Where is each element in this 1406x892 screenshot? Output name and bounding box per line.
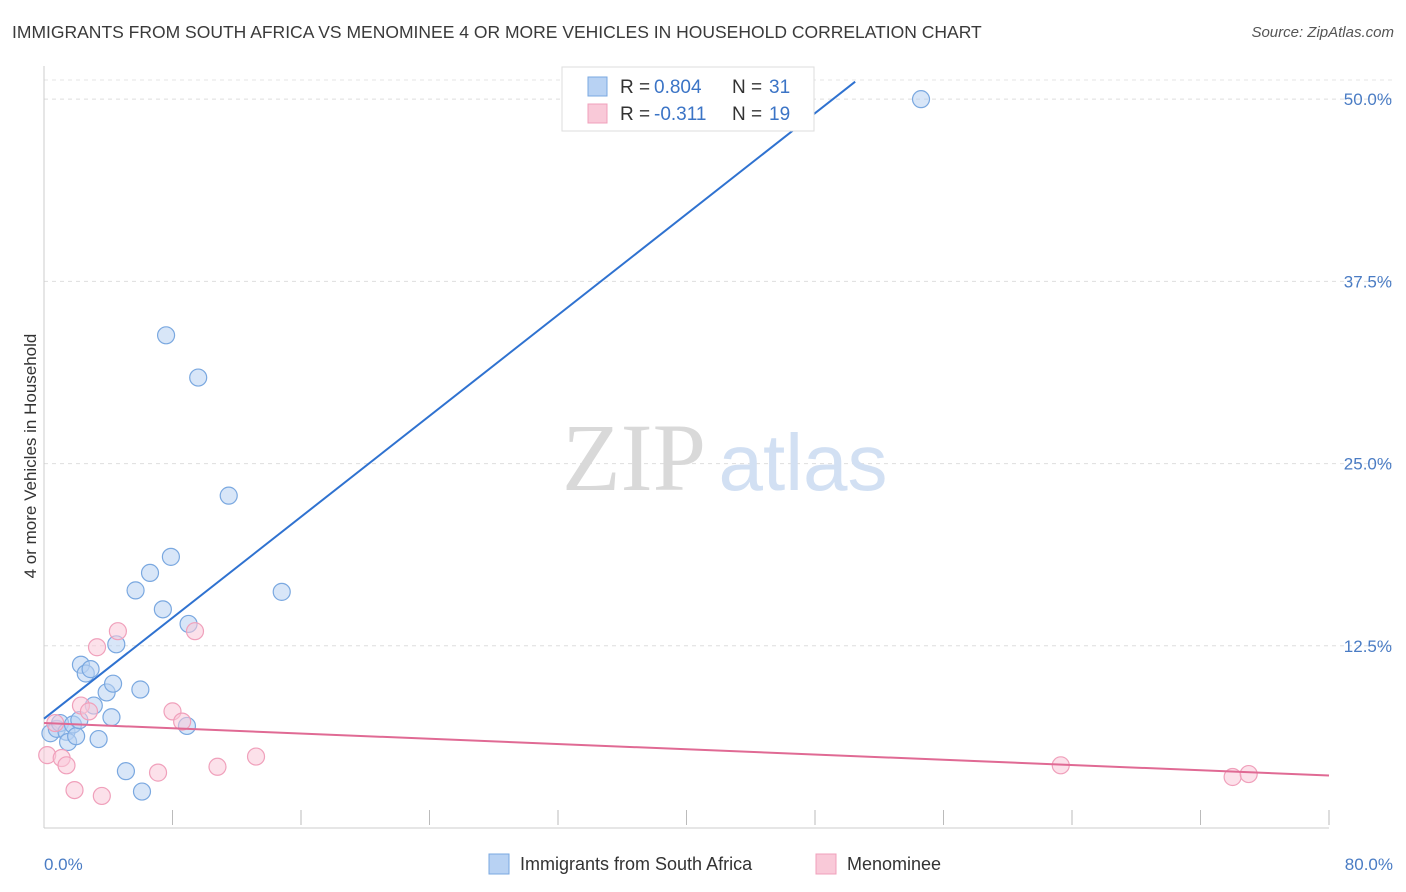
legend-n-value-2: 19 (769, 104, 790, 125)
legend-swatch-menominee (587, 103, 608, 124)
point-series0-21 (140, 563, 160, 583)
series-legend: Immigrants from South Africa Menominee (488, 853, 941, 875)
watermark-atlas: atlas (719, 418, 888, 507)
point-series0-15 (103, 674, 123, 693)
point-series1-15 (246, 747, 266, 766)
legend-swatch-south-africa (587, 76, 608, 97)
y-tick-label-0: 12.5% (1344, 637, 1392, 656)
point-series0-18 (126, 581, 145, 600)
y-tick-label-2: 37.5% (1344, 272, 1392, 291)
axes (43, 66, 1330, 829)
series-legend-swatch-menominee (815, 853, 837, 875)
point-series1-3 (57, 756, 76, 775)
correlation-legend: R = 0.804 N = 31 R = -0.311 N = 19 (561, 66, 815, 132)
point-series1-13 (185, 622, 205, 641)
point-series0-14 (102, 708, 121, 727)
source-attribution: Source: ZipAtlas.com (1251, 24, 1394, 41)
point-series0-29 (272, 582, 291, 601)
point-series1-9 (108, 622, 127, 641)
point-series0-24 (161, 547, 180, 566)
legend-r-label-1: R = (620, 77, 655, 98)
point-series1-8 (92, 786, 111, 806)
chart-title: IMMIGRANTS FROM SOUTH AFRICA VS MENOMINE… (12, 22, 982, 42)
point-series0-28 (219, 486, 238, 505)
point-series1-12 (173, 712, 192, 731)
point-series1-6 (79, 702, 99, 721)
x-tick-label-1: 80.0% (1345, 855, 1393, 874)
point-series0-6 (67, 727, 86, 746)
watermark: ZIP atlas (562, 404, 887, 511)
point-series0-23 (156, 326, 176, 345)
y-axis-label: 4 or more Vehicles in Household (21, 334, 40, 579)
trend-line-series1 (43, 722, 1330, 777)
series-legend-label-south-africa: Immigrants from South Africa (520, 854, 753, 874)
tick-labels: 12.5% 25.0% 37.5% 50.0% 0.0% 80.0% (44, 90, 1393, 874)
point-series1-4 (65, 780, 84, 800)
point-series0-30 (911, 90, 931, 109)
point-series0-12 (89, 729, 108, 749)
point-series1-18 (1239, 764, 1258, 784)
point-series1-10 (148, 763, 168, 782)
point-series0-20 (131, 680, 150, 699)
point-series1-7 (87, 638, 107, 657)
data-points (38, 90, 1258, 806)
point-series0-26 (189, 368, 208, 387)
x-tick-label-0: 0.0% (44, 855, 83, 874)
y-tick-label-1: 25.0% (1344, 455, 1392, 474)
point-series0-10 (81, 660, 100, 679)
point-series0-22 (153, 600, 172, 619)
legend-n-label-2: N = (732, 104, 767, 125)
legend-n-value-1: 31 (769, 77, 790, 98)
point-series0-17 (116, 762, 136, 781)
watermark-zip: ZIP (562, 404, 706, 511)
y-tick-label-3: 50.0% (1344, 90, 1392, 109)
trend-line-series0 (43, 80, 856, 720)
legend-r-label-2: R = (620, 104, 655, 125)
series-legend-swatch-south-africa (488, 853, 510, 875)
point-series0-19 (132, 782, 152, 801)
legend-r-value-1: 0.804 (654, 77, 702, 98)
legend-n-label-1: N = (732, 77, 767, 98)
series-legend-label-menominee: Menominee (847, 854, 941, 874)
trend-lines (43, 80, 1330, 777)
point-series1-14 (208, 757, 227, 776)
legend-r-value-2: -0.311 (654, 104, 706, 125)
